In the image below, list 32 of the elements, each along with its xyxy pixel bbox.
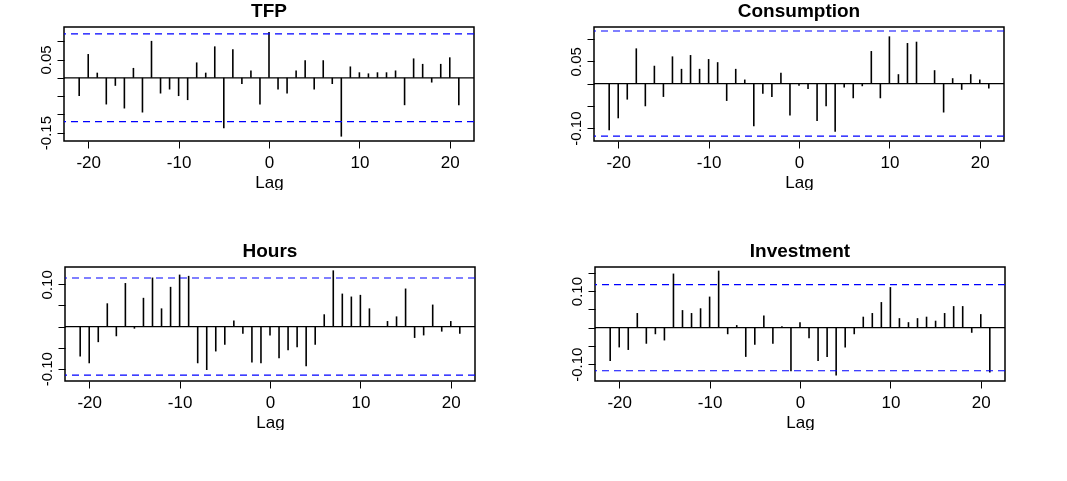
chart-title: Investment <box>749 240 851 261</box>
y-tick-label: 0.10 <box>567 277 585 307</box>
chart-title: TFP <box>251 0 288 21</box>
x-tick-label: 20 <box>441 392 461 412</box>
chart-title: Hours <box>242 240 298 261</box>
x-tick-label: -20 <box>607 392 633 412</box>
x-tick-label: 20 <box>440 152 460 172</box>
x-tick-label: 10 <box>350 152 370 172</box>
x-tick-label: 20 <box>970 152 990 172</box>
x-tick-label: -10 <box>167 392 193 412</box>
x-tick-label: 0 <box>794 152 805 172</box>
x-tick-label: 0 <box>265 392 276 412</box>
x-tick-label: -20 <box>77 392 103 412</box>
x-tick-label: 10 <box>880 152 900 172</box>
y-tick-label: -0.10 <box>37 352 55 387</box>
x-tick-label: -10 <box>697 392 723 412</box>
x-tick-label: -20 <box>76 152 102 172</box>
x-tick-label: 10 <box>881 392 901 412</box>
y-tick-label: -0.10 <box>567 347 585 382</box>
chart-title: Consumption <box>737 0 861 21</box>
y-tick-label: -0.10 <box>566 111 584 146</box>
y-tick-label: -0.15 <box>36 115 54 151</box>
x-tick-label: 0 <box>795 392 806 412</box>
x-tick-label: 0 <box>264 152 275 172</box>
x-tick-label: 10 <box>351 392 371 412</box>
x-tick-label: 20 <box>971 392 991 412</box>
y-tick-label: 0.10 <box>37 270 55 300</box>
x-tick-label: -20 <box>606 152 632 172</box>
y-tick-label: 0.05 <box>566 47 584 77</box>
y-tick-label: 0.05 <box>36 45 54 75</box>
x-tick-label: -10 <box>696 152 722 172</box>
x-tick-label: -10 <box>166 152 192 172</box>
